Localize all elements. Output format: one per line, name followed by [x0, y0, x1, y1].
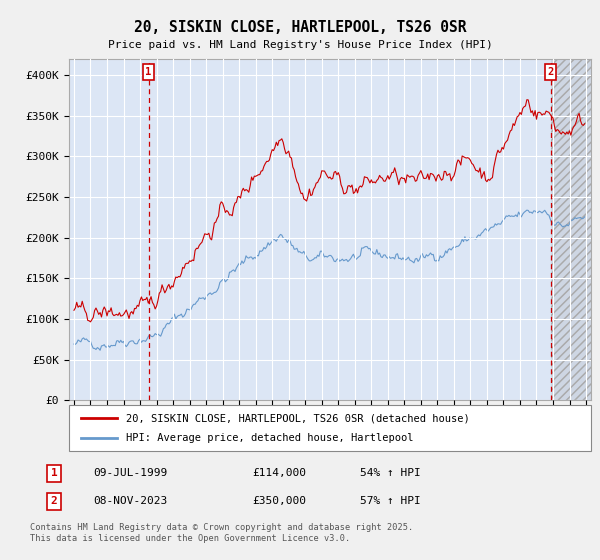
Bar	[551, 59, 591, 400]
Text: £350,000: £350,000	[252, 496, 306, 506]
Text: 2: 2	[547, 67, 554, 77]
Text: £114,000: £114,000	[252, 468, 306, 478]
Text: 20, SISKIN CLOSE, HARTLEPOOL, TS26 0SR: 20, SISKIN CLOSE, HARTLEPOOL, TS26 0SR	[134, 20, 466, 35]
Text: 1: 1	[50, 468, 58, 478]
Text: 20, SISKIN CLOSE, HARTLEPOOL, TS26 0SR (detached house): 20, SISKIN CLOSE, HARTLEPOOL, TS26 0SR (…	[126, 413, 470, 423]
Text: Price paid vs. HM Land Registry's House Price Index (HPI): Price paid vs. HM Land Registry's House …	[107, 40, 493, 50]
Text: Contains HM Land Registry data © Crown copyright and database right 2025.
This d: Contains HM Land Registry data © Crown c…	[30, 524, 413, 543]
Text: 2: 2	[50, 496, 58, 506]
Text: HPI: Average price, detached house, Hartlepool: HPI: Average price, detached house, Hart…	[126, 433, 413, 443]
Text: 1: 1	[145, 67, 152, 77]
Text: 54% ↑ HPI: 54% ↑ HPI	[360, 468, 421, 478]
Text: 09-JUL-1999: 09-JUL-1999	[93, 468, 167, 478]
Text: 57% ↑ HPI: 57% ↑ HPI	[360, 496, 421, 506]
Text: 08-NOV-2023: 08-NOV-2023	[93, 496, 167, 506]
Bar	[551, 59, 591, 400]
